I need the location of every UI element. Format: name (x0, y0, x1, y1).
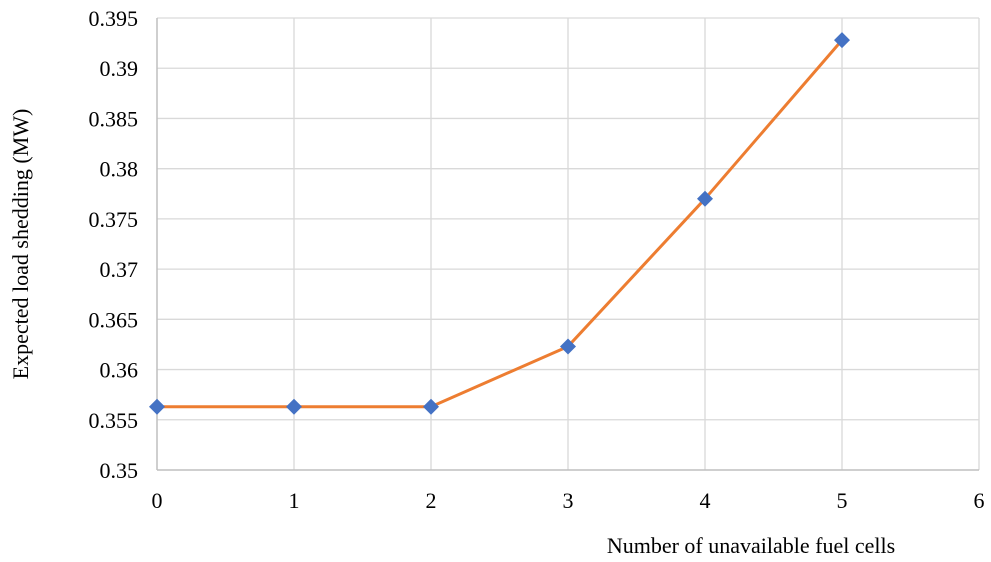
x-tick-label: 2 (426, 488, 437, 513)
y-axis-title: Expected load shedding (MW) (8, 109, 33, 380)
data-point-marker (697, 190, 713, 207)
y-tick-label: 0.38 (100, 157, 139, 182)
x-tick-label: 6 (974, 488, 985, 513)
data-point-marker (149, 398, 165, 415)
x-tick-label: 4 (700, 488, 711, 513)
series-line (155, 38, 844, 409)
x-tick-label: 3 (563, 488, 574, 513)
y-tick-label: 0.39 (100, 56, 139, 81)
x-tick-labels: 0 1 2 3 4 5 6 (152, 488, 985, 513)
x-axis-title: Number of unavailable fuel cells (607, 533, 895, 558)
y-tick-label: 0.375 (89, 207, 139, 232)
data-point-marker (560, 338, 576, 355)
data-point-marker (286, 398, 302, 415)
series-markers (149, 32, 850, 415)
y-tick-label: 0.36 (100, 358, 139, 383)
x-tick-label: 5 (837, 488, 848, 513)
x-tick-label: 1 (289, 488, 300, 513)
axes (156, 18, 979, 471)
gridlines (157, 17, 980, 470)
y-tick-label: 0.355 (89, 408, 139, 433)
y-tick-label: 0.385 (89, 106, 139, 131)
series-line-layer (155, 38, 844, 409)
y-tick-label: 0.35 (100, 458, 139, 483)
y-tick-label: 0.37 (100, 257, 139, 282)
x-tick-label: 0 (152, 488, 163, 513)
data-point-marker (423, 398, 439, 415)
y-tick-labels: 0.35 0.355 0.36 0.365 0.37 0.375 0.38 0.385 0.39… (89, 6, 139, 483)
data-point-marker (834, 32, 850, 49)
y-tick-label: 0.395 (89, 6, 139, 31)
y-tick-label: 0.365 (89, 307, 139, 332)
